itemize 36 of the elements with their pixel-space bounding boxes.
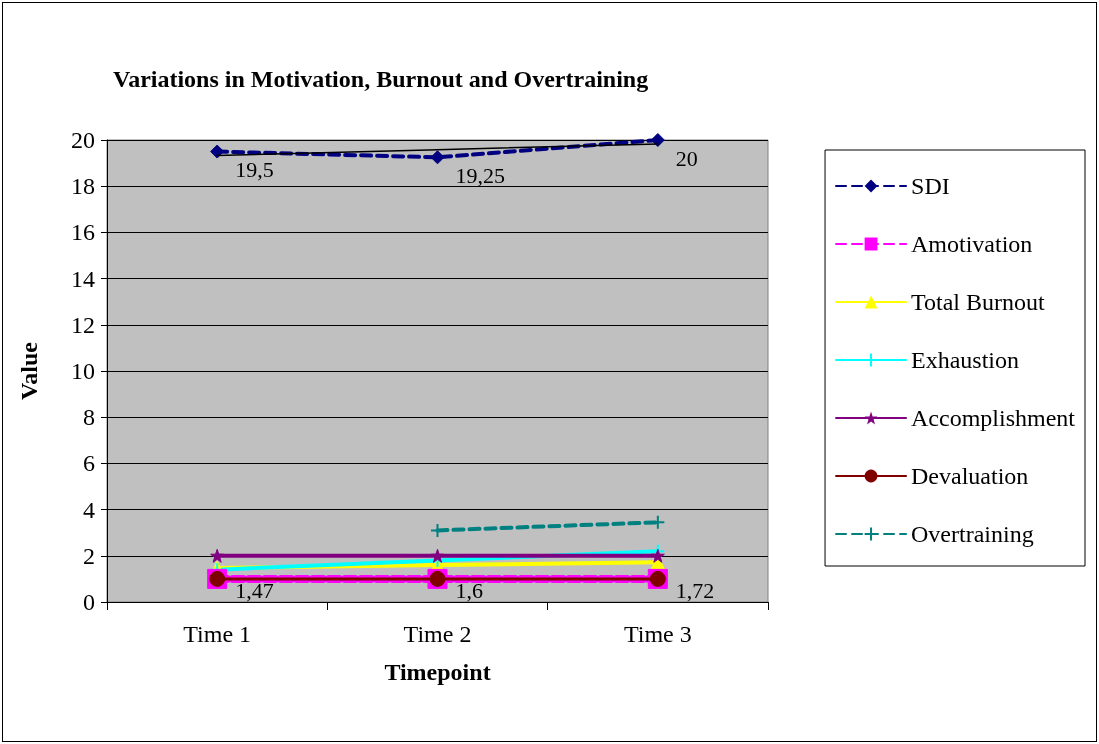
y-tick-label: 16 [71, 219, 95, 246]
y-tick-label: 6 [83, 450, 95, 477]
y-tick-label: 14 [71, 265, 95, 292]
legend-label: Exhaustion [911, 347, 1020, 373]
x-tick-label: Time 3 [623, 621, 692, 647]
y-tick-label: 12 [71, 311, 95, 338]
point [210, 548, 225, 563]
x-axis-title: Timepoint [384, 659, 491, 685]
y-tick-label: 20 [71, 127, 95, 153]
legend-label: Amotivation [911, 231, 1033, 257]
y-tick-label: 2 [83, 542, 95, 569]
x-tick-label: Time 2 [403, 621, 472, 647]
x-tick-label: Time 1 [183, 621, 252, 647]
point [430, 548, 445, 563]
data-label: 1,47 [235, 577, 274, 603]
data-label: 19,25 [455, 162, 505, 188]
legend-label: SDI [911, 173, 950, 199]
legend-label: Overtraining [911, 521, 1034, 547]
data-label: 20 [675, 145, 698, 171]
legend-label: Devaluation [911, 463, 1029, 489]
data-label: 19,5 [235, 157, 274, 183]
y-tick-label: 0 [83, 589, 95, 615]
legend-label: Accomplishment [911, 405, 1076, 431]
data-label: 1,6 [455, 577, 483, 603]
point [650, 548, 665, 563]
legend-label: Total Burnout [911, 289, 1045, 315]
point [650, 133, 665, 147]
point [210, 144, 225, 159]
chart-title: Variations in Motivation, Burnout and Overtraining [113, 66, 649, 92]
point [430, 150, 445, 165]
y-tick-label: 10 [71, 358, 95, 384]
y-tick-label: 18 [71, 173, 95, 200]
data-label: 1,72 [675, 577, 715, 603]
y-tick-label: 8 [83, 404, 95, 431]
y-axis-title: Value [16, 341, 42, 400]
y-tick-label: 4 [83, 496, 95, 523]
